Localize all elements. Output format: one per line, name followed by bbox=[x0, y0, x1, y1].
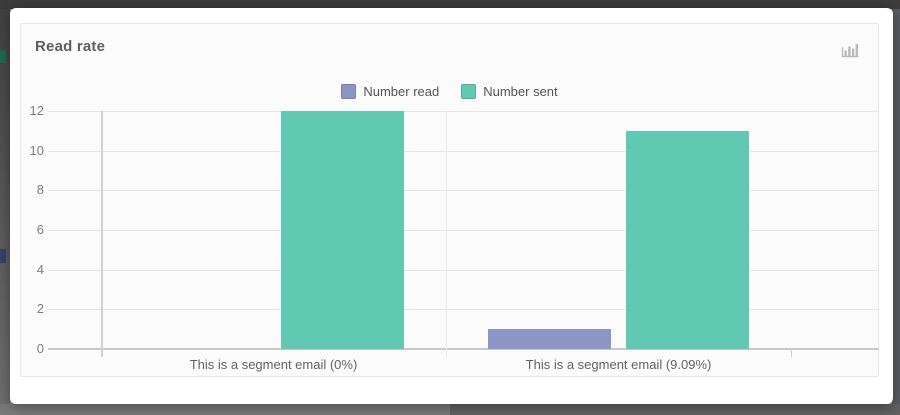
legend-item-number-sent[interactable]: Number sent bbox=[461, 84, 558, 99]
background-right-strip bbox=[892, 9, 900, 404]
legend-item-number-read[interactable]: Number read bbox=[341, 84, 439, 99]
gridline bbox=[48, 309, 879, 311]
background-left-strip bbox=[0, 9, 10, 404]
bar-chart-icon[interactable] bbox=[838, 37, 862, 61]
background-bottom-strip-light bbox=[0, 404, 450, 415]
report-modal: Read rate Number read Number sent 0 2 4 6 8 10… bbox=[10, 8, 893, 404]
chart-plot-area: 0 2 4 6 8 10 12 This is a segment email (0%) Thi… bbox=[21, 24, 879, 376]
x-axis-category-label: This is a segment email (0%) bbox=[189, 357, 358, 372]
background-top-strip bbox=[0, 0, 900, 9]
y-axis-tick-label: 4 bbox=[36, 261, 44, 277]
background-bottom-strip bbox=[0, 404, 900, 415]
y-axis-tick-label: 12 bbox=[29, 103, 44, 118]
gridline bbox=[48, 111, 879, 112]
bar-number-sent-cat0[interactable] bbox=[281, 111, 404, 349]
gridline bbox=[48, 269, 879, 271]
gridline bbox=[48, 230, 879, 231]
legend-swatch bbox=[461, 84, 477, 99]
background-green-fragment bbox=[0, 50, 6, 63]
legend-label: Number sent bbox=[483, 84, 558, 99]
card-title: Read rate bbox=[35, 38, 106, 55]
category-separator-line bbox=[446, 111, 447, 357]
x-axis-end-tick bbox=[791, 349, 792, 357]
y-axis-tick-label: 8 bbox=[36, 182, 44, 198]
legend-label: Number read bbox=[363, 84, 440, 99]
read-rate-card: Read rate Number read Number sent 0 2 4 6 8 10… bbox=[20, 23, 879, 377]
bar-number-sent-cat1[interactable] bbox=[626, 130, 749, 349]
y-axis-tick-label: 2 bbox=[36, 301, 44, 317]
gridline bbox=[48, 150, 879, 152]
y-axis-tick-label: 0 bbox=[36, 341, 44, 356]
y-axis-tick-label: 6 bbox=[36, 222, 44, 237]
gridline-zero bbox=[48, 348, 879, 350]
y-axis-line bbox=[101, 111, 103, 357]
bar-number-read-cat1[interactable] bbox=[488, 329, 611, 349]
chart-legend: Number read Number sent bbox=[21, 84, 878, 99]
background-navy-fragment bbox=[0, 249, 6, 263]
x-axis-category-label: This is a segment email (9.09%) bbox=[525, 357, 712, 372]
y-axis-tick-label: 10 bbox=[29, 142, 44, 158]
gridline bbox=[48, 190, 879, 192]
legend-swatch bbox=[341, 84, 357, 99]
